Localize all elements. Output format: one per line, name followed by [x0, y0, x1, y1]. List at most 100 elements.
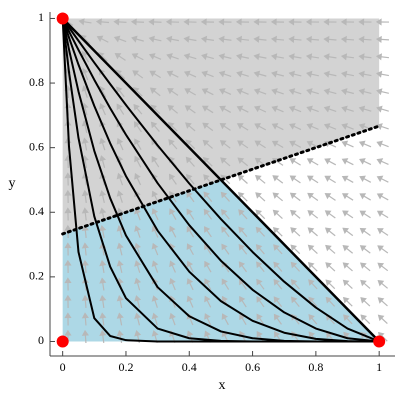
field-arrow-head [238, 226, 245, 234]
field-arrow-head [134, 225, 141, 232]
field-arrow-head [204, 295, 211, 303]
field-arrow-head [219, 105, 227, 112]
field-arrow-head [148, 35, 155, 43]
field-arrow-head [99, 102, 106, 110]
field-arrow-head [358, 123, 366, 130]
field-arrow-head [148, 18, 155, 26]
field-arrow-head [271, 123, 279, 130]
field-arrow-head [308, 296, 315, 304]
x-tick-label: 0.8 [308, 360, 323, 374]
field-arrow-head [273, 313, 281, 321]
field-arrow-head [359, 262, 367, 269]
field-arrow-head [255, 244, 263, 251]
field-arrow-head [220, 157, 227, 164]
field-arrow-head [64, 189, 72, 196]
field-arrow-head [134, 173, 141, 180]
field-arrow-head [376, 210, 384, 217]
field-arrow-head [289, 123, 296, 130]
field-arrow-head [340, 53, 348, 61]
field-arrow-head [306, 88, 313, 96]
field-arrow-head [221, 243, 228, 251]
field-arrow-head [272, 192, 280, 199]
field-arrow-head [81, 329, 89, 336]
field-arrow-head [325, 262, 332, 269]
field-arrow-head [376, 140, 384, 148]
field-arrow-head [183, 53, 191, 61]
field-arrow-head [166, 53, 173, 60]
field-arrow-head [254, 174, 262, 182]
x-axis-title: x [219, 378, 226, 393]
field-arrow-head [342, 296, 350, 304]
field-arrow-head [341, 158, 349, 165]
field-arrow-head [358, 53, 365, 61]
field-arrow-head [375, 35, 382, 43]
field-arrow-head [149, 70, 157, 77]
field-arrow-head [236, 88, 244, 95]
boundary-line [61, 124, 381, 236]
field-arrow-head [341, 70, 348, 78]
field-arrow-head [203, 226, 211, 233]
field-arrow-head [359, 245, 367, 252]
field-arrow-head [289, 192, 297, 199]
field-arrow-head [377, 314, 385, 322]
field-arrow-head [377, 279, 385, 287]
field-arrow-head [289, 175, 297, 182]
field-arrow-head [325, 244, 332, 252]
field-arrow-head [376, 123, 383, 130]
field-arrow-head [342, 279, 350, 287]
field-arrow-head [116, 207, 124, 215]
field-arrow-head [113, 18, 120, 26]
field-arrow-head [64, 329, 72, 336]
field-arrow-head [169, 260, 176, 268]
field-arrow-head [203, 191, 210, 199]
field-arrow-head [64, 207, 72, 214]
field-arrow-head [184, 105, 192, 112]
field-arrow-head [220, 191, 228, 199]
field-arrow-head [186, 173, 193, 181]
field-arrow-head [377, 245, 384, 252]
field-arrow-head [253, 53, 260, 61]
field-arrow-head [134, 295, 142, 302]
field-arrow-head [99, 190, 107, 197]
field-arrow-head [186, 225, 193, 233]
field-arrow-head [255, 226, 263, 234]
x-tick-label: 0.6 [245, 360, 260, 374]
field-arrow-head [256, 278, 263, 286]
field-arrow-head [306, 105, 313, 113]
field-arrow-head [204, 313, 211, 320]
field-arrow-head [289, 158, 297, 165]
field-arrow-head [235, 35, 243, 43]
field-arrow-head [305, 18, 312, 26]
field-arrow-head [151, 295, 159, 302]
field-arrow-head [306, 140, 314, 148]
field-arrow-head [81, 312, 89, 319]
field-arrow-head [166, 70, 174, 78]
field-arrow-head [134, 260, 142, 267]
field-arrow-head [324, 227, 332, 234]
field-arrow-head [204, 330, 211, 338]
field-arrow-head [218, 70, 226, 78]
field-arrow-head [81, 67, 89, 75]
field-arrow-head [323, 35, 330, 43]
field-arrow-head [219, 140, 227, 147]
y-tick-label: 0 [38, 333, 44, 347]
field-arrow-head [236, 53, 243, 61]
field-arrow-head [272, 175, 280, 182]
field-arrow-head [134, 277, 142, 285]
field-arrow-head [81, 294, 89, 301]
field-arrow-head [200, 18, 207, 26]
field-arrow-head [376, 105, 383, 113]
y-tick-label: 1 [38, 10, 44, 24]
field-arrow-head [201, 105, 209, 112]
field-arrow-head [256, 296, 263, 303]
field-arrow-head [186, 243, 193, 251]
field-arrow-head [323, 105, 331, 113]
field-arrow-head [116, 295, 124, 302]
field-arrow-head [99, 329, 107, 337]
field-arrow-head [307, 261, 315, 269]
field-arrow-head [255, 209, 263, 217]
field-arrow-head [359, 175, 366, 183]
field-arrow-head [375, 18, 382, 26]
field-arrow-head [203, 208, 211, 216]
